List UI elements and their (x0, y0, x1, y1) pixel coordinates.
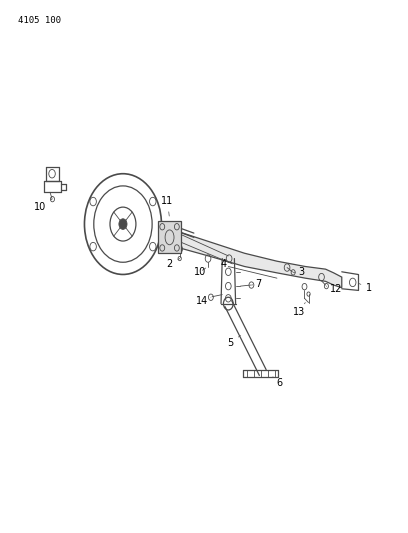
Polygon shape (162, 229, 342, 288)
Text: 1: 1 (359, 282, 373, 293)
Text: 13: 13 (293, 303, 305, 317)
Text: 2: 2 (166, 259, 180, 269)
Text: 5: 5 (227, 335, 240, 349)
Text: 6: 6 (273, 377, 282, 388)
Text: 12: 12 (326, 284, 342, 294)
Text: 14: 14 (196, 296, 211, 306)
Text: 10: 10 (34, 199, 52, 212)
Circle shape (119, 219, 127, 229)
Text: 10: 10 (194, 267, 206, 277)
Bar (158, 221, 181, 253)
Text: 4105 100: 4105 100 (18, 16, 61, 25)
Text: 7: 7 (251, 279, 262, 289)
Text: 11: 11 (162, 196, 174, 216)
Text: 4: 4 (220, 259, 227, 269)
Text: 3: 3 (293, 267, 304, 277)
